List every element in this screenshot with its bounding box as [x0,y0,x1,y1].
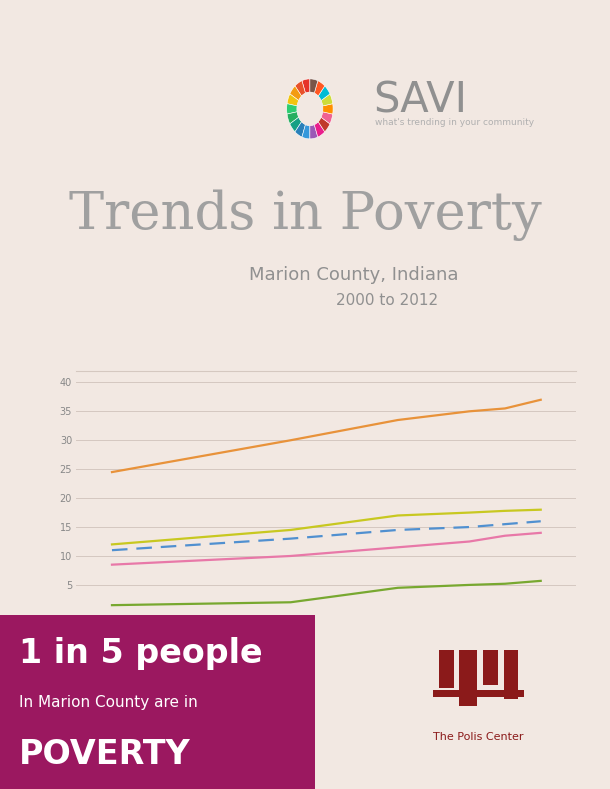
Text: SAVI: SAVI [373,79,467,122]
Bar [439,650,453,688]
Bar [433,690,525,697]
Text: Marion County, Indiana: Marion County, Indiana [249,267,459,284]
Text: Trends in Poverty: Trends in Poverty [68,189,542,241]
Text: In Marion County are in: In Marion County are in [19,694,198,710]
Text: The Polis Center: The Polis Center [433,732,524,742]
Text: 1 in 5 people: 1 in 5 people [19,637,262,670]
Text: 2000 to 2012: 2000 to 2012 [336,293,439,308]
Text: what's trending in your community: what's trending in your community [375,118,534,127]
Bar [483,650,498,685]
Text: POVERTY: POVERTY [19,738,191,771]
Bar [459,650,477,705]
Bar [504,650,518,699]
